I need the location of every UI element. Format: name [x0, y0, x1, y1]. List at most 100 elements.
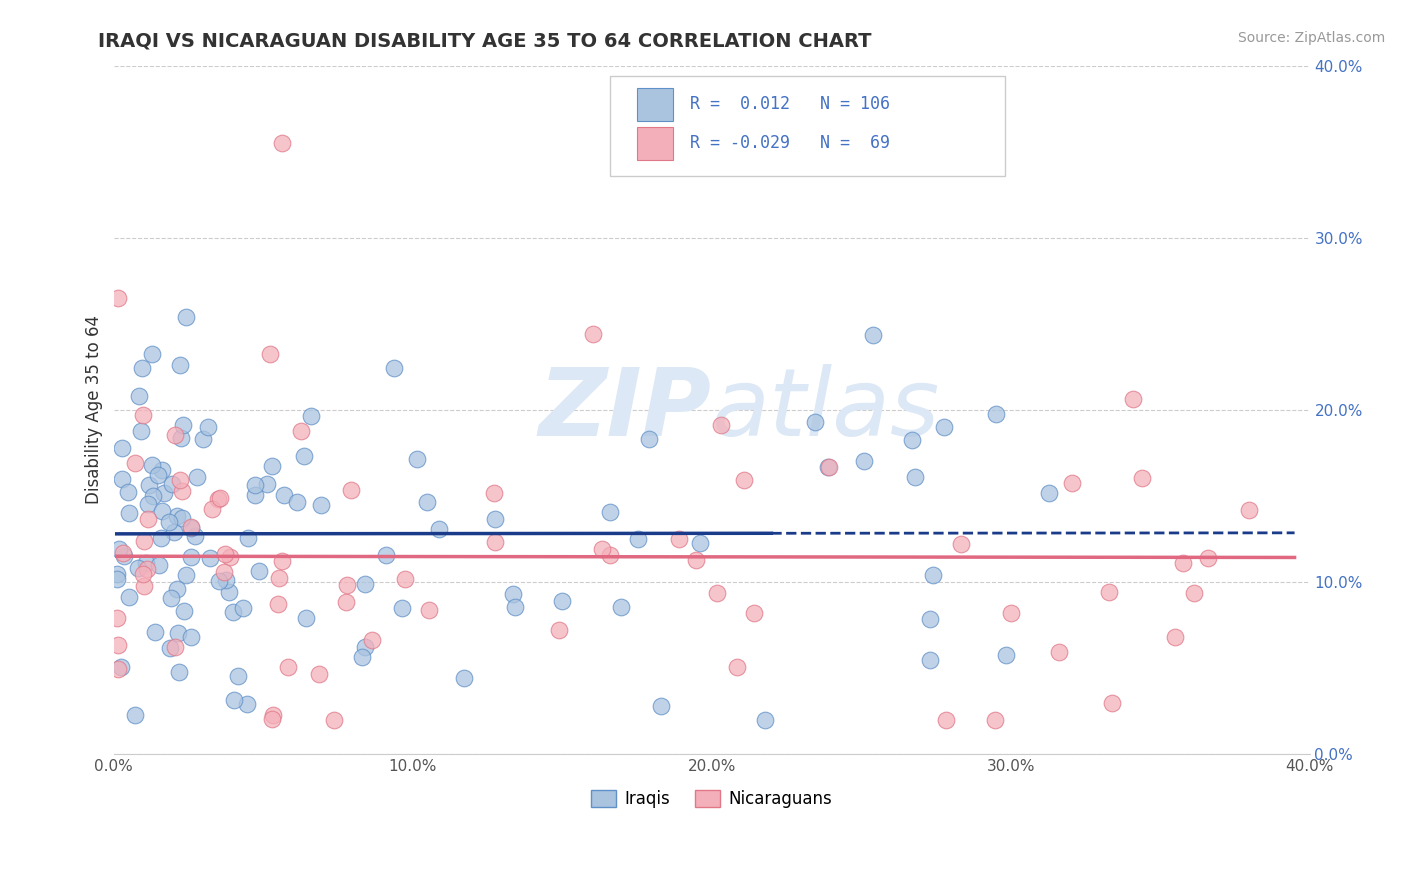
Point — [1237, 503, 1260, 517]
Point — [484, 485, 506, 500]
Point — [166, 508, 188, 523]
Point — [148, 558, 170, 572]
Point — [262, 707, 284, 722]
Point — [142, 489, 165, 503]
Point — [340, 483, 363, 497]
Point — [406, 451, 429, 466]
Point — [198, 550, 221, 565]
Point — [295, 611, 318, 625]
Point — [416, 495, 439, 509]
Point — [292, 450, 315, 464]
Text: R =  0.012   N = 106: R = 0.012 N = 106 — [690, 95, 890, 113]
Point — [335, 594, 357, 608]
Point — [710, 417, 733, 432]
Point — [817, 460, 839, 475]
Point — [548, 623, 571, 637]
Text: ZIP: ZIP — [538, 364, 711, 456]
Point — [136, 561, 159, 575]
Point — [922, 568, 945, 582]
Point — [949, 537, 972, 551]
Point — [111, 546, 134, 560]
Point — [141, 458, 163, 472]
Point — [214, 547, 236, 561]
Point — [582, 326, 605, 341]
Point — [176, 310, 198, 324]
Point — [668, 532, 690, 546]
Point — [173, 604, 195, 618]
Point — [141, 347, 163, 361]
Point — [112, 549, 135, 564]
Point — [105, 566, 128, 581]
Point — [165, 640, 187, 654]
Point — [218, 585, 240, 599]
Point — [299, 409, 322, 424]
Point — [152, 463, 174, 477]
Point — [818, 459, 841, 474]
Point — [208, 574, 231, 588]
Point — [271, 136, 294, 150]
Point — [290, 424, 312, 438]
Point — [107, 662, 129, 676]
Point — [110, 442, 132, 456]
Point — [650, 698, 672, 713]
Point — [134, 579, 156, 593]
Point — [180, 550, 202, 565]
Point — [150, 504, 173, 518]
Point — [160, 591, 183, 605]
Point — [146, 468, 169, 483]
Point — [852, 454, 875, 468]
Point — [308, 667, 330, 681]
Point — [986, 408, 1008, 422]
Point — [309, 498, 332, 512]
Point — [260, 712, 283, 726]
Point — [685, 553, 707, 567]
Bar — [637, 87, 673, 120]
Point — [394, 572, 416, 586]
Point — [180, 630, 202, 644]
Point — [166, 582, 188, 596]
Point — [1098, 585, 1121, 599]
Point — [610, 599, 633, 614]
Point — [336, 578, 359, 592]
Point — [129, 424, 152, 438]
Point — [124, 708, 146, 723]
Point — [453, 671, 475, 685]
Point — [382, 360, 405, 375]
Point — [159, 641, 181, 656]
Point — [599, 548, 621, 562]
Point — [503, 600, 526, 615]
Y-axis label: Disability Age 35 to 64: Disability Age 35 to 64 — [86, 316, 103, 504]
Point — [111, 472, 134, 486]
Point — [918, 612, 941, 626]
Point — [132, 533, 155, 548]
Point — [754, 713, 776, 727]
Point — [136, 497, 159, 511]
Point — [207, 492, 229, 507]
Point — [627, 532, 650, 546]
Point — [904, 470, 927, 484]
Point — [238, 531, 260, 545]
Point — [215, 573, 238, 587]
Point — [270, 554, 292, 568]
Point — [180, 521, 202, 535]
Point — [354, 577, 377, 591]
Point — [484, 512, 506, 526]
Point — [742, 606, 765, 620]
Point — [118, 506, 141, 520]
Point — [208, 491, 231, 505]
Point — [706, 586, 728, 600]
Point — [197, 420, 219, 434]
Point — [427, 522, 450, 536]
Point — [201, 502, 224, 516]
Point — [235, 697, 257, 711]
Point — [108, 541, 131, 556]
Point — [169, 431, 191, 445]
Point — [551, 594, 574, 608]
Point — [733, 473, 755, 487]
Point — [143, 624, 166, 639]
Point — [183, 529, 205, 543]
Text: R = -0.029   N =  69: R = -0.029 N = 69 — [690, 135, 890, 153]
Point — [174, 568, 197, 582]
Point — [502, 587, 524, 601]
Point — [1164, 630, 1187, 644]
